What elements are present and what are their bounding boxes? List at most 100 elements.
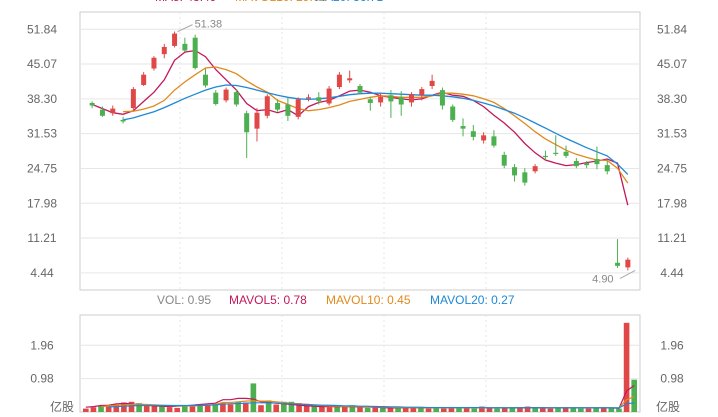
volume-bar (349, 405, 356, 412)
price-legend-item: MAVOL10: 29.63 (235, 0, 326, 4)
price-right-tick-label: 11.21 (657, 231, 686, 245)
volume-bar (281, 401, 287, 412)
candle-body (357, 85, 363, 93)
candle-body (522, 172, 528, 183)
candle-body (316, 97, 322, 101)
high-annotation-leader (177, 24, 193, 33)
candle-body (615, 262, 621, 266)
volume-bar (623, 322, 630, 412)
price-right-tick-label: 17.98 (657, 196, 687, 210)
volume-bar (585, 408, 592, 412)
volume-bar (113, 404, 120, 412)
candle-body (141, 74, 147, 85)
volume-right-tick-label: 0.98 (660, 372, 684, 386)
low-annotation-leader (619, 270, 636, 279)
volume-bar (334, 405, 340, 412)
candle-body (130, 89, 136, 109)
volume-bar (410, 407, 417, 412)
price-ma5-line (91, 49, 629, 206)
volume-bar (402, 407, 409, 412)
volume-bar (189, 406, 196, 412)
volume-legend-item: MAVOL5: 0.78 (229, 293, 307, 307)
volume-bar (182, 405, 188, 412)
price-right-tick-label: 31.53 (657, 127, 687, 141)
volume-bar (425, 408, 432, 412)
candle-body (553, 152, 559, 154)
candle-body (491, 136, 497, 146)
price-left-tick-label: 31.53 (27, 127, 57, 141)
volume-bar (380, 406, 386, 412)
price-right-tick-label: 51.84 (657, 22, 687, 36)
candle-body (398, 97, 404, 105)
volume-bar (341, 406, 348, 412)
candle-body (594, 158, 600, 165)
volume-bar (273, 404, 280, 412)
volume-bar (517, 407, 523, 412)
volume-legend-item: MAVOL20: 0.27 (430, 293, 515, 307)
candle-body (378, 96, 384, 103)
volume-bar (570, 407, 577, 412)
candle-body (336, 74, 342, 88)
volume-bar (121, 402, 127, 412)
volume-bar (372, 405, 379, 412)
volume-bar (151, 405, 158, 412)
candle-body (305, 97, 311, 99)
high-annotation-label: 51.38 (195, 19, 223, 31)
price-right-tick-label: 45.07 (657, 57, 687, 71)
volume-bar (631, 379, 637, 412)
candle-body (470, 131, 476, 137)
candle-body (223, 89, 229, 101)
candle-body (429, 80, 435, 86)
candle-body (110, 108, 116, 114)
candle-body (89, 102, 95, 106)
price-left-tick-label: 17.98 (27, 196, 57, 210)
candle-body (532, 166, 538, 172)
candle-body (573, 161, 579, 167)
price-left-tick-label: 11.21 (27, 231, 56, 245)
volume-bar (296, 403, 302, 412)
candle-body (604, 165, 610, 172)
price-panel: 51.84 51.84 45.07 45.07 38.30 38.30 31.53 31.53… (27, 0, 687, 291)
volume-bar (479, 406, 485, 412)
candle-body (275, 102, 281, 110)
volume-bar (166, 407, 173, 412)
volume-bar (357, 407, 363, 412)
volume-bar (463, 407, 470, 412)
volume-bar (159, 405, 165, 412)
candle-body (295, 99, 301, 117)
volume-bar (128, 401, 135, 412)
candle-body (161, 46, 167, 55)
low-annotation-label: 4.90 (592, 273, 613, 285)
candle-body (151, 57, 157, 69)
candle-body (460, 126, 466, 129)
volume-bar (448, 407, 455, 412)
volume-bar (486, 407, 493, 412)
volume-legend-item: VOL: 0.95 (157, 293, 211, 307)
candle-body (326, 88, 332, 104)
volume-bar (242, 402, 249, 412)
price-legend-item: MA5: 43.49 (155, 0, 217, 4)
volume-bar (433, 407, 439, 412)
candle-body (285, 104, 291, 116)
price-plot-frame (79, 11, 641, 291)
candle-body (233, 92, 239, 105)
candle-body (244, 113, 250, 133)
volume-left-tick-label: 1.96 (30, 338, 54, 352)
volume-bar (288, 401, 295, 412)
candle-body (202, 74, 208, 86)
volume-bar (364, 407, 371, 412)
volume-legend-item: MAVOL10: 0.45 (326, 293, 411, 307)
volume-bar (90, 407, 97, 412)
candle-body (254, 112, 260, 129)
volume-bar (440, 408, 447, 412)
price-right-tick-label: 24.75 (657, 161, 687, 175)
price-right-tick-label: 38.30 (657, 92, 687, 106)
candle-body (419, 89, 425, 96)
volume-bar (220, 403, 226, 412)
price-left-tick-label: 38.30 (27, 92, 57, 106)
candle-body (367, 99, 373, 103)
volume-right-tick-label: 1.96 (660, 338, 684, 352)
volume-bar (456, 407, 462, 412)
volume-bar (547, 408, 554, 412)
